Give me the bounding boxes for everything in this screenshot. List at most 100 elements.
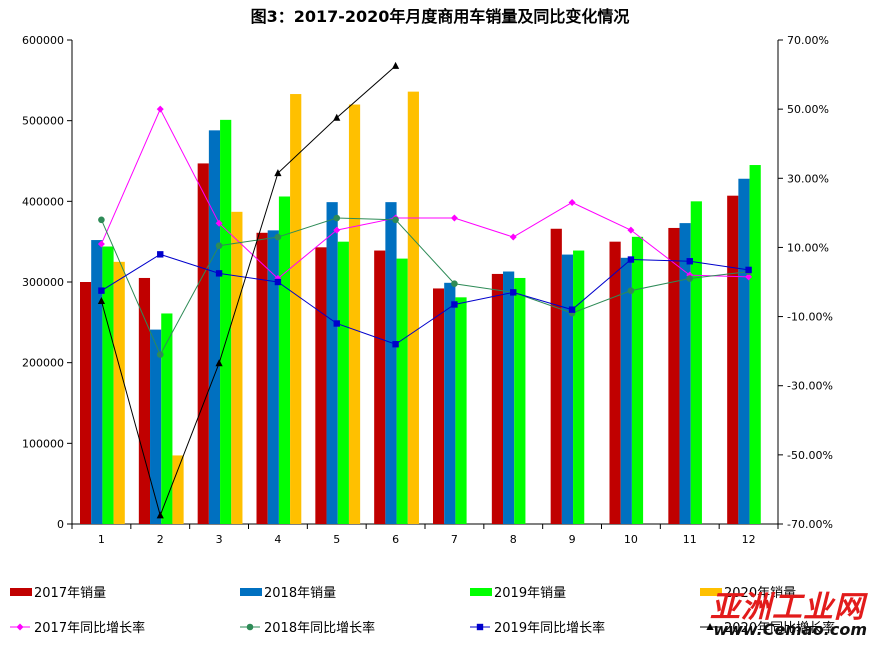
legend-swatch <box>10 588 32 596</box>
x-tick-label: 3 <box>216 533 223 546</box>
line-point-marker <box>451 301 458 308</box>
y-right-tick-label: 30.00% <box>787 172 829 185</box>
bar <box>315 247 327 524</box>
bar <box>455 297 467 524</box>
bar <box>337 241 349 524</box>
line-point-marker <box>333 113 341 121</box>
bar <box>620 257 632 524</box>
bar <box>267 230 279 524</box>
legend-swatch <box>700 588 722 596</box>
chart-legend: 2017年销量 2018年销量 2019年销量 2020年销量 2017年同比增长率 20… <box>10 586 835 636</box>
series-line <box>100 107 749 280</box>
bar <box>690 201 702 525</box>
y-right-tick-label: -30.00% <box>787 380 833 393</box>
legend-label: 2019年同比增长率 <box>494 620 605 636</box>
y-left-tick-label: 0 <box>57 518 64 531</box>
y-right-tick-label: 50.00% <box>787 103 829 116</box>
bar <box>326 202 338 524</box>
line-point-marker <box>333 320 340 327</box>
line-point-marker <box>215 219 223 227</box>
line-point-marker <box>745 273 753 281</box>
bar <box>348 104 361 525</box>
legend-label: 2020年销量 <box>724 586 796 601</box>
bar <box>738 178 750 524</box>
line-series-group <box>97 61 753 519</box>
line-point-marker <box>510 289 517 296</box>
chart-title: 图3：2017-2020年月度商用车销量及同比变化情况 <box>251 7 630 26</box>
line-point-marker <box>392 341 399 348</box>
line-point-marker <box>627 287 635 294</box>
line-point-marker <box>215 270 223 277</box>
bar <box>208 130 221 524</box>
bar <box>290 94 302 525</box>
x-tick-label: 9 <box>569 533 576 546</box>
line-point-marker <box>568 198 576 206</box>
x-tick-label: 8 <box>510 533 517 546</box>
x-tick-label: 10 <box>624 533 638 546</box>
bar <box>385 202 397 524</box>
line-point-marker <box>450 214 458 222</box>
y-right-tick-label: -10.00% <box>787 311 833 324</box>
y-right-tick-label: 10.00% <box>787 241 829 254</box>
legend-swatch <box>470 588 492 596</box>
y-left-tick-label: 600000 <box>22 34 64 47</box>
y-left-tick-label: 400000 <box>22 195 64 208</box>
bar <box>503 271 515 524</box>
y-left-tick-label: 300000 <box>22 276 64 289</box>
line-point-marker <box>627 256 635 263</box>
bar <box>561 254 574 524</box>
line-point-marker <box>476 623 484 631</box>
chart-axes: 0 100000 200000 300000 400000 500000 600000 -70… <box>22 34 833 546</box>
bar <box>197 163 209 525</box>
line-point-marker <box>745 266 752 274</box>
bar <box>256 232 268 524</box>
line-point-marker <box>97 297 106 305</box>
line-point-marker <box>246 623 254 631</box>
x-tick-label: 2 <box>157 533 164 546</box>
legend-label: 2020年同比增长率 <box>724 620 835 636</box>
line-point-marker <box>333 214 341 222</box>
line-point-marker <box>274 233 282 241</box>
bar <box>609 241 621 524</box>
line-point-marker <box>156 351 164 358</box>
bar-series-group <box>80 91 761 525</box>
bar <box>727 195 739 525</box>
bar <box>679 223 691 524</box>
legend-label: 2017年同比增长率 <box>34 620 145 636</box>
legend-label: 2018年销量 <box>264 586 336 601</box>
legend-label: 2019年销量 <box>494 586 566 601</box>
y-right-tick-label: -50.00% <box>787 449 833 462</box>
y-right-tick-label: 70.00% <box>787 34 829 47</box>
bar <box>113 261 125 524</box>
x-tick-label: 7 <box>451 533 458 546</box>
line-point-marker <box>98 287 105 294</box>
y-left-tick-label: 200000 <box>22 357 64 370</box>
series-line <box>101 253 749 345</box>
line-point-marker <box>627 226 635 234</box>
line-point-marker <box>97 240 105 248</box>
x-tick-label: 1 <box>98 533 105 546</box>
bar <box>631 236 644 524</box>
line-point-marker <box>156 105 164 113</box>
bar <box>374 250 386 525</box>
line-point-marker <box>156 511 164 519</box>
y-left-tick-label: 500000 <box>22 115 64 128</box>
line-point-marker <box>274 169 282 177</box>
bar <box>550 228 562 524</box>
bar <box>491 273 504 524</box>
line-point-marker <box>215 359 223 367</box>
x-tick-label: 4 <box>274 533 281 546</box>
bar <box>433 288 445 524</box>
line-point-marker <box>568 306 576 313</box>
bar <box>220 119 232 525</box>
legend-label: 2018年同比增长率 <box>264 620 375 636</box>
bar <box>444 282 456 524</box>
watermark-logo: 亚洲工业网 <box>710 590 865 625</box>
bar <box>573 250 585 525</box>
legend-swatch <box>240 588 262 596</box>
x-tick-label: 12 <box>742 533 756 546</box>
bar <box>80 282 92 524</box>
y-right-tick-label: -70.00% <box>787 518 833 531</box>
series-line <box>100 65 396 517</box>
